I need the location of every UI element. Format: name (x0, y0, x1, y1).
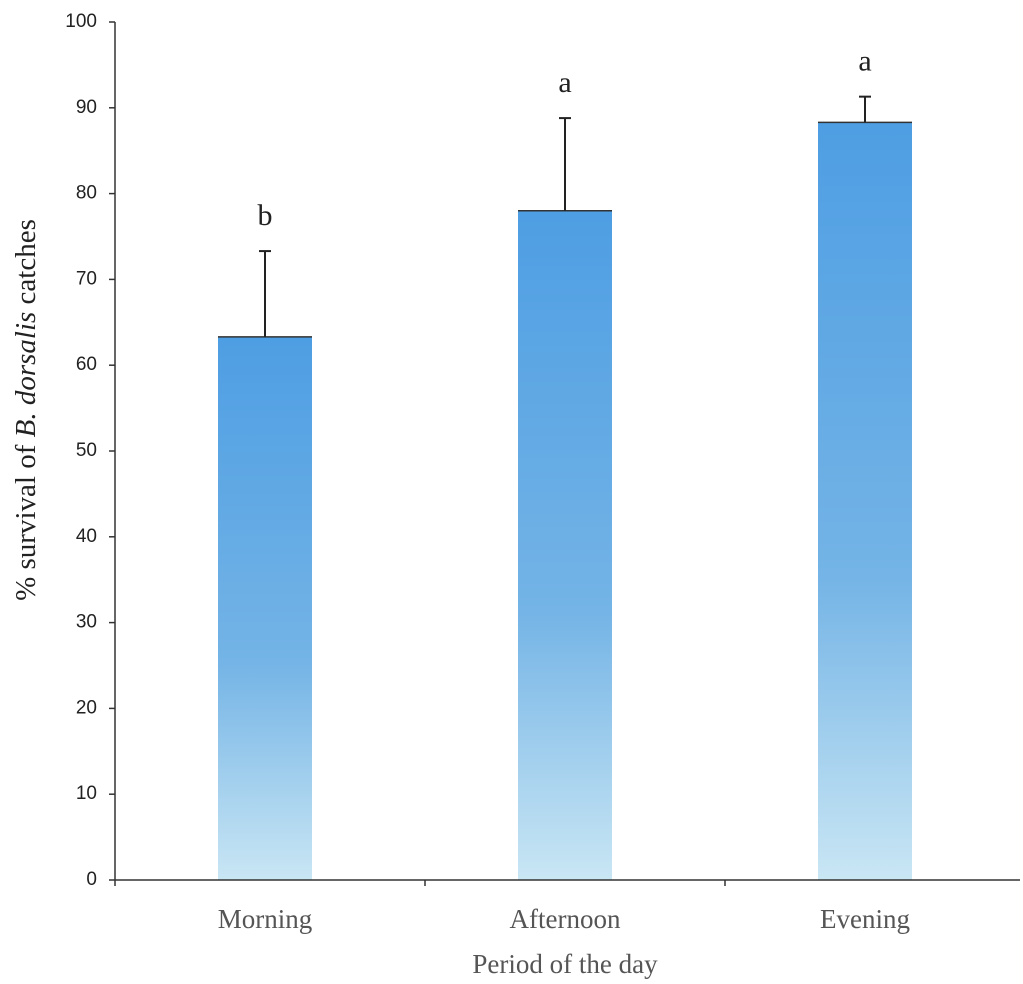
y-tick-label: 10 (76, 783, 97, 804)
bar (818, 122, 912, 880)
x-tick-label: Evening (820, 904, 910, 934)
y-tick-label: 100 (65, 11, 97, 32)
y-tick-label: 80 (76, 183, 97, 204)
y-tick-label: 30 (76, 612, 97, 633)
bar (218, 337, 312, 880)
y-tick-label: 90 (76, 97, 97, 118)
chart: % survival of B. dorsalis catches Period… (0, 0, 1023, 984)
significance-letter: b (258, 199, 273, 232)
y-axis-title-part: catches (10, 219, 42, 312)
x-axis-title: Period of the day (472, 949, 658, 979)
y-tick-label: 50 (76, 440, 97, 461)
y-axis-title-part: B. dorsalis (10, 312, 42, 438)
bar (518, 211, 612, 880)
y-tick-label: 60 (76, 354, 97, 375)
significance-letter: a (858, 45, 871, 78)
y-axis-title: % survival of B. dorsalis catches (10, 219, 42, 601)
y-tick-label: 40 (76, 526, 97, 547)
y-tick-label: 0 (86, 869, 97, 890)
y-tick-label: 70 (76, 268, 97, 289)
y-tick-label: 20 (76, 697, 97, 718)
significance-letter: a (558, 66, 571, 99)
x-tick-label: Morning (218, 904, 313, 934)
x-tick-label: Afternoon (510, 904, 621, 934)
y-axis-title-part: % survival of (10, 437, 42, 601)
